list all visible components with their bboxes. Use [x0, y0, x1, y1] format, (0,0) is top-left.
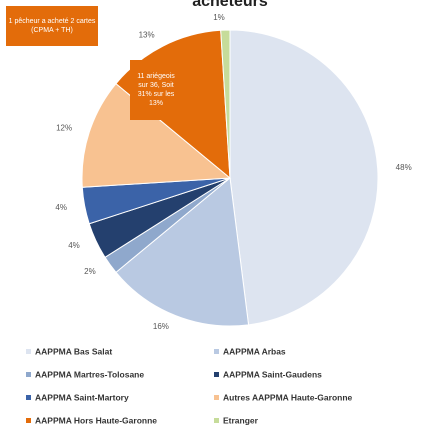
chart-title: acheteurs — [192, 0, 268, 10]
legend-swatch — [26, 418, 31, 423]
data-label: 2% — [84, 267, 96, 276]
legend-swatch — [214, 395, 219, 400]
pie-slice — [115, 177, 250, 327]
data-label: 4% — [68, 241, 80, 250]
legend-swatch — [214, 418, 219, 423]
legend-label: AAPPMA Bas Salat — [35, 346, 112, 356]
legend-swatch — [214, 349, 219, 354]
data-label: 4% — [55, 203, 67, 212]
legend-label: AAPPMA Arbas — [223, 346, 286, 356]
data-label: 13% — [139, 31, 155, 40]
data-label: 12% — [56, 124, 72, 133]
legend-label: Etranger — [223, 415, 259, 425]
legend-label: AAPPMA Martres-Tolosane — [35, 369, 144, 379]
pie-slice — [81, 82, 232, 188]
legend-swatch — [26, 349, 31, 354]
legend-label: AAPPMA Saint-Martory — [35, 392, 129, 402]
legend-swatch — [214, 372, 219, 377]
legend-label: AAPPMA Hors Haute-Garonne — [35, 415, 157, 425]
pie-slice — [220, 29, 231, 179]
legend-swatch — [26, 395, 31, 400]
data-label: 48% — [396, 163, 412, 172]
legend-swatch — [26, 372, 31, 377]
annotation: 1 pêcheur a acheté 2 cartes (CPMA + TH) — [6, 6, 98, 46]
legend-label: AAPPMA Saint-Gaudens — [223, 369, 322, 379]
pie-slice — [229, 29, 379, 326]
legend-label: Autres AAPPMA Haute-Garonne — [223, 392, 353, 402]
data-label: 16% — [153, 322, 169, 331]
data-label: 1% — [213, 13, 225, 22]
annotation: 11 ariégeois sur 36, Soit 31% sur les 13… — [130, 60, 182, 120]
